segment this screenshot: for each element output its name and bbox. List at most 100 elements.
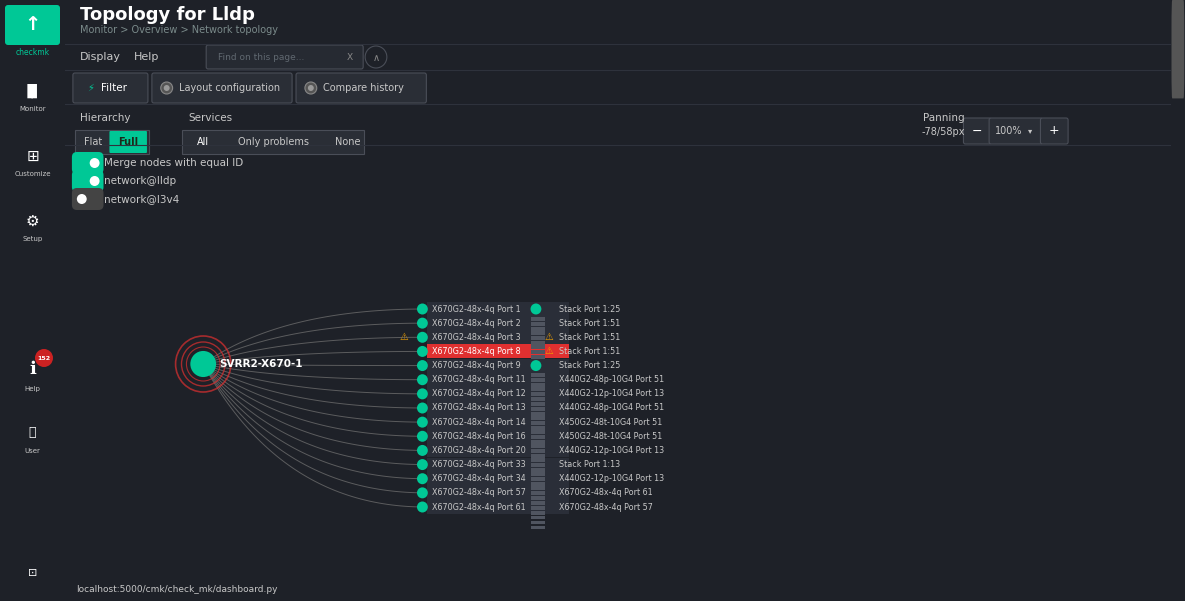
- FancyBboxPatch shape: [963, 118, 991, 144]
- Bar: [531, 421, 545, 425]
- Text: User: User: [25, 448, 40, 454]
- FancyBboxPatch shape: [109, 131, 147, 153]
- Text: Panning: Panning: [923, 113, 965, 123]
- Text: ▐▌: ▐▌: [21, 84, 43, 98]
- Text: ⚠: ⚠: [544, 332, 553, 343]
- Bar: [428, 359, 569, 373]
- Text: Merge nodes with equal ID: Merge nodes with equal ID: [104, 158, 244, 168]
- Text: Customize: Customize: [14, 171, 51, 177]
- Circle shape: [417, 416, 428, 428]
- Circle shape: [417, 445, 428, 456]
- FancyBboxPatch shape: [72, 152, 103, 174]
- Text: 152: 152: [38, 356, 51, 361]
- Text: ⚠: ⚠: [544, 346, 553, 356]
- Text: Find on this page...: Find on this page...: [218, 52, 305, 61]
- Bar: [531, 435, 545, 439]
- Text: localhost:5000/cmk/check_mk/dashboard.py: localhost:5000/cmk/check_mk/dashboard.py: [76, 585, 277, 594]
- Bar: [531, 326, 545, 331]
- Bar: [531, 444, 545, 448]
- Circle shape: [417, 487, 428, 498]
- Bar: [531, 426, 545, 430]
- Circle shape: [305, 82, 316, 94]
- Bar: [531, 496, 545, 501]
- Text: -78/58px: -78/58px: [922, 127, 966, 137]
- Bar: [428, 331, 569, 344]
- Text: X670G2-48x-4q Port 57: X670G2-48x-4q Port 57: [558, 502, 653, 511]
- Text: X670G2-48x-4q Port 34: X670G2-48x-4q Port 34: [433, 474, 526, 483]
- Bar: [531, 355, 545, 359]
- FancyBboxPatch shape: [73, 73, 148, 103]
- Text: X440G2-12p-10G4 Port 13: X440G2-12p-10G4 Port 13: [558, 389, 664, 398]
- Text: X450G2-48t-10G4 Port 51: X450G2-48t-10G4 Port 51: [558, 432, 662, 441]
- Bar: [428, 486, 569, 500]
- Text: X670G2-48x-4q Port 2: X670G2-48x-4q Port 2: [433, 319, 521, 328]
- Text: Monitor: Monitor: [19, 106, 46, 112]
- Circle shape: [191, 352, 214, 376]
- Circle shape: [417, 459, 428, 470]
- Text: Flat: Flat: [83, 137, 102, 147]
- Circle shape: [531, 360, 542, 371]
- Text: Topology for Lldp: Topology for Lldp: [79, 6, 255, 24]
- Text: X670G2-48x-4q Port 1: X670G2-48x-4q Port 1: [433, 305, 521, 314]
- Bar: [531, 472, 545, 476]
- Text: None: None: [334, 137, 360, 147]
- Bar: [531, 322, 545, 326]
- Bar: [428, 401, 569, 415]
- Bar: [531, 525, 545, 529]
- Bar: [531, 383, 545, 387]
- FancyBboxPatch shape: [181, 130, 364, 154]
- Text: Only problems: Only problems: [238, 137, 309, 147]
- Circle shape: [417, 318, 428, 329]
- Bar: [531, 486, 545, 490]
- Text: ⚠: ⚠: [399, 332, 408, 343]
- Bar: [531, 463, 545, 467]
- Text: Services: Services: [188, 113, 232, 123]
- FancyBboxPatch shape: [206, 45, 363, 69]
- Circle shape: [417, 431, 428, 442]
- Text: X670G2-48x-4q Port 61: X670G2-48x-4q Port 61: [433, 502, 526, 511]
- Bar: [531, 468, 545, 472]
- Bar: [428, 472, 569, 486]
- Text: ▾: ▾: [1027, 126, 1032, 135]
- Text: 100%: 100%: [995, 126, 1023, 136]
- Bar: [428, 316, 569, 330]
- Circle shape: [77, 194, 87, 204]
- Text: ↑: ↑: [25, 16, 40, 34]
- Text: SVRR2-X670-1: SVRR2-X670-1: [219, 359, 302, 369]
- Bar: [531, 430, 545, 434]
- Text: Stack Port 1:51: Stack Port 1:51: [558, 333, 620, 342]
- Circle shape: [417, 473, 428, 484]
- Text: X670G2-48x-4q Port 33: X670G2-48x-4q Port 33: [433, 460, 526, 469]
- Bar: [531, 510, 545, 514]
- Text: X440G2-48p-10G4 Port 51: X440G2-48p-10G4 Port 51: [558, 375, 664, 384]
- Text: 👤: 👤: [28, 427, 37, 439]
- Text: X670G2-48x-4q Port 3: X670G2-48x-4q Port 3: [433, 333, 521, 342]
- Text: All: All: [197, 137, 210, 147]
- Text: −: −: [972, 124, 982, 138]
- Text: network@lldp: network@lldp: [104, 176, 177, 186]
- Text: Stack Port 1:13: Stack Port 1:13: [558, 460, 620, 469]
- Circle shape: [417, 360, 428, 371]
- Bar: [531, 378, 545, 382]
- Bar: [531, 331, 545, 335]
- Bar: [531, 345, 545, 349]
- Bar: [531, 458, 545, 462]
- Text: X670G2-48x-4q Port 14: X670G2-48x-4q Port 14: [433, 418, 526, 427]
- Text: X670G2-48x-4q Port 16: X670G2-48x-4q Port 16: [433, 432, 526, 441]
- Bar: [531, 477, 545, 481]
- Bar: [531, 341, 545, 345]
- Text: X670G2-48x-4q Port 8: X670G2-48x-4q Port 8: [433, 347, 521, 356]
- Circle shape: [36, 349, 53, 367]
- Bar: [428, 302, 569, 316]
- Bar: [531, 388, 545, 391]
- Text: X440G2-12p-10G4 Port 13: X440G2-12p-10G4 Port 13: [558, 474, 664, 483]
- Text: X670G2-48x-4q Port 61: X670G2-48x-4q Port 61: [558, 489, 652, 498]
- Text: X670G2-48x-4q Port 20: X670G2-48x-4q Port 20: [433, 446, 526, 455]
- Bar: [531, 406, 545, 410]
- Circle shape: [417, 501, 428, 513]
- Text: Hierarchy: Hierarchy: [79, 113, 130, 123]
- Text: Help: Help: [25, 386, 40, 392]
- Bar: [428, 373, 569, 386]
- Text: Stack Port 1:25: Stack Port 1:25: [558, 361, 620, 370]
- Text: ℹ: ℹ: [30, 360, 36, 378]
